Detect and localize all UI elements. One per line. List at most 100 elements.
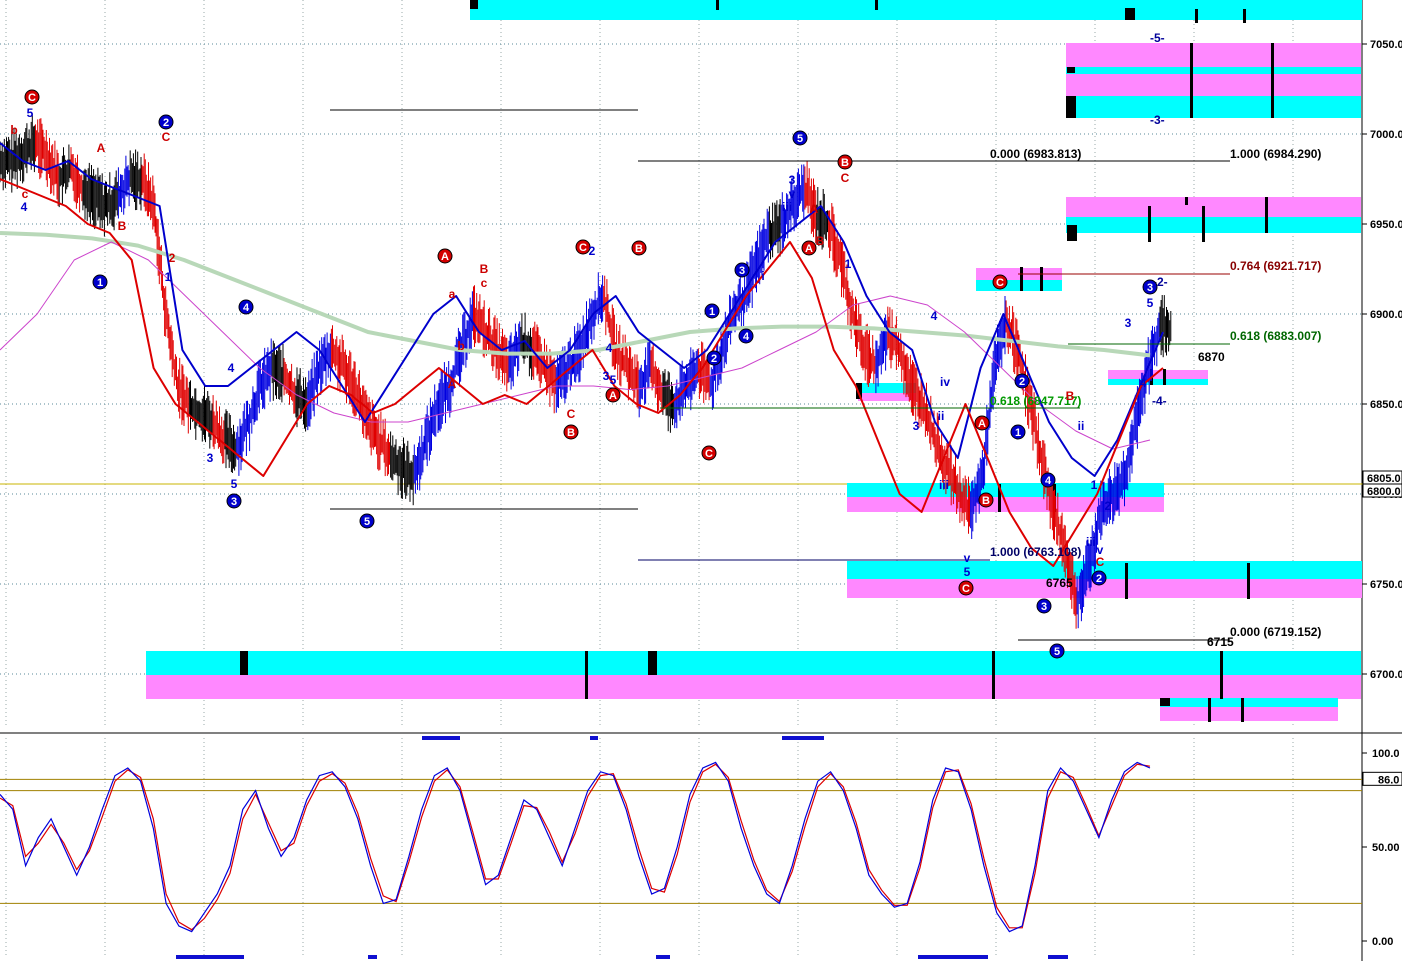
- wave-circle-label: 3: [734, 262, 750, 278]
- zone-tick: [1020, 267, 1023, 291]
- side-label: -5-: [1150, 31, 1165, 45]
- cyan-zone: [847, 483, 1164, 497]
- magenta-zone: [1108, 370, 1208, 379]
- svg-text:A: A: [805, 243, 813, 255]
- svg-text:86.0: 86.0: [1378, 774, 1399, 786]
- zone-marker: [240, 651, 248, 675]
- svg-text:2: 2: [1096, 573, 1102, 585]
- zone-tick: [1163, 369, 1166, 385]
- wave-label: B: [118, 219, 127, 233]
- zone-tick: [1241, 698, 1244, 722]
- zone-tick: [1148, 206, 1151, 242]
- wave-circle-label: C: [958, 580, 974, 596]
- wave-label: 3: [1125, 316, 1132, 330]
- osc-signal-line: [0, 763, 1151, 931]
- wave-circle-label: 5: [1049, 643, 1065, 659]
- wave-circle-label: 5: [359, 513, 375, 529]
- wave-circle-label: 2: [1091, 570, 1107, 586]
- osc-marker: [422, 736, 460, 740]
- wave-label: b: [10, 123, 17, 137]
- wave-label: B: [1066, 389, 1075, 403]
- wave-circle-label: B: [631, 240, 647, 256]
- wave-circle-label: C: [24, 89, 40, 105]
- wave-label: 4: [606, 341, 613, 355]
- price-label: 6870: [1198, 350, 1225, 364]
- fib-label: 0.000 (6719.152): [1230, 625, 1321, 639]
- indicator-lines: [0, 142, 1164, 567]
- osc-y-tick-label: 0.00: [1372, 936, 1393, 948]
- wave-circle-label: 4: [238, 299, 254, 315]
- wave-circle-label: A: [605, 387, 621, 403]
- zone-tick: [1247, 563, 1250, 599]
- y-tick-label: 6900.0: [1370, 309, 1402, 321]
- wave-label: v: [789, 187, 796, 201]
- wave-label: 5: [610, 373, 617, 387]
- wave-circle-label: C: [701, 445, 717, 461]
- osc-marker: [656, 955, 670, 959]
- svg-text:A: A: [978, 418, 986, 430]
- wave-circle-label: A: [801, 240, 817, 256]
- zone-tick: [1202, 206, 1205, 242]
- zone-tick: [875, 0, 878, 10]
- svg-text:5: 5: [797, 133, 803, 145]
- svg-text:C: C: [705, 448, 713, 460]
- wave-label: 4: [228, 361, 235, 375]
- wave-circle-label: C: [575, 239, 591, 255]
- cyan-zone: [1066, 96, 1361, 118]
- wave-label: B: [480, 262, 489, 276]
- cyan-zone: [1066, 67, 1361, 74]
- wave-label: b: [457, 339, 464, 353]
- wave-label: 5: [1147, 296, 1154, 310]
- wave-circle-label: 2: [158, 114, 174, 130]
- zone-tick: [1125, 563, 1128, 599]
- wave-label: 3: [913, 419, 920, 433]
- wave-circle-label: B: [837, 154, 853, 170]
- y-tick-label: 6750.0: [1370, 579, 1402, 591]
- wave-label: A: [97, 141, 106, 155]
- y-tick-label: 7000.0: [1370, 129, 1402, 141]
- wave-circle-label: C: [992, 274, 1008, 290]
- fib-label: 0.764 (6921.717): [1230, 259, 1321, 273]
- osc-marker: [918, 955, 988, 959]
- osc-y-tick-label: 100.0: [1372, 748, 1400, 760]
- svg-text:2: 2: [711, 353, 717, 365]
- svg-text:4: 4: [1045, 475, 1052, 487]
- wave-label: iii: [1086, 535, 1096, 549]
- osc-marker: [782, 736, 824, 740]
- wave-label: 2: [169, 251, 176, 265]
- y-tick-label: 6950.0: [1370, 219, 1402, 231]
- wave-label: C: [1096, 555, 1105, 569]
- wave-label: 3: [603, 369, 610, 383]
- cyan-zone: [858, 383, 916, 393]
- time-price-zones: [146, 0, 1362, 722]
- osc-marker: [1048, 955, 1068, 959]
- zone-tick: [1185, 197, 1188, 205]
- fib-label: 0.000 (6983.813): [990, 147, 1081, 161]
- wave-circle-label: 1: [704, 303, 720, 319]
- fib-label: 0.618 (6847.717): [990, 394, 1081, 408]
- wave-circle-label: 2: [706, 350, 722, 366]
- wave-circle-label: 4: [1040, 472, 1056, 488]
- magenta-zone: [1160, 707, 1338, 721]
- svg-text:B: B: [841, 157, 849, 169]
- svg-text:4: 4: [743, 331, 750, 343]
- zone-tick: [1040, 267, 1043, 291]
- zone-tick: [1195, 9, 1198, 23]
- wave-circle-label: 3: [1142, 279, 1158, 295]
- wave-label: i: [761, 269, 764, 283]
- wave-label: 1: [845, 257, 852, 271]
- svg-text:6805.0: 6805.0: [1367, 473, 1401, 485]
- fib-label: 1.000 (6984.290): [1230, 147, 1321, 161]
- svg-text:3: 3: [739, 265, 745, 277]
- svg-text:6800.0: 6800.0: [1367, 486, 1401, 498]
- wave-circle-label: A: [437, 248, 453, 264]
- envelope-red-line: [0, 178, 1164, 567]
- wave-label: 5: [231, 477, 238, 491]
- svg-text:3: 3: [1147, 282, 1153, 294]
- zone-tick: [716, 0, 719, 10]
- zone-tick: [992, 651, 995, 699]
- wave-label: C: [841, 171, 850, 185]
- fibonacci-levels: 0.000 (6983.813) 1.000 (6984.290) 0.764 (6…: [330, 31, 1321, 649]
- zone-marker: [648, 651, 657, 675]
- svg-text:3: 3: [231, 496, 237, 508]
